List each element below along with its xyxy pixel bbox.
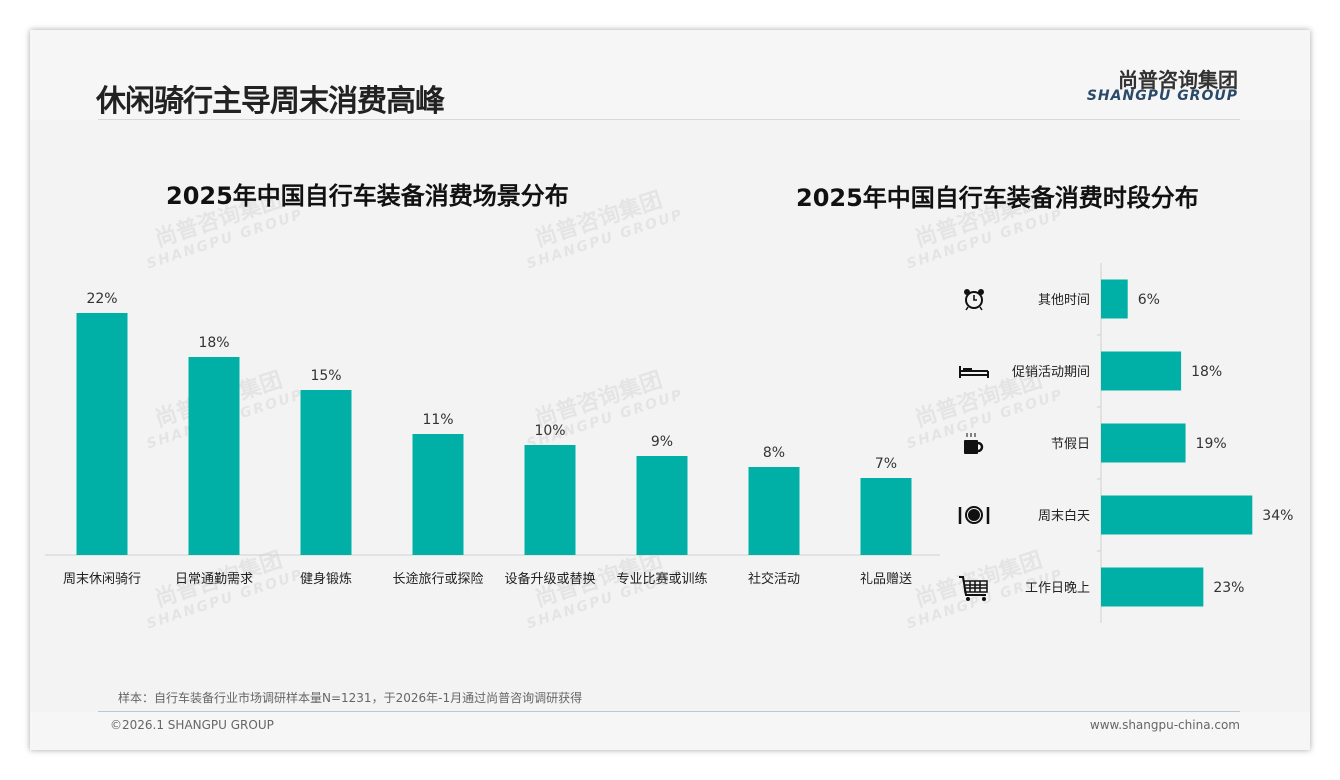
data-label: 6% [1138,292,1160,308]
logo-cn: 尚普咨询集团 [1118,68,1238,92]
data-label: 9% [651,434,673,450]
data-label: 23% [1213,580,1244,596]
category-label: 日常通勤需求 [175,572,253,587]
data-label: 18% [198,335,229,351]
category-label: 健身锻炼 [300,571,352,587]
footer-divider [98,711,1240,712]
bar [1101,351,1182,391]
header [30,30,1310,120]
page-title: 休闲骑行主导周末消费高峰 [96,84,445,119]
right-chart-title: 2025年中国自行车装备消费时段分布 [796,184,1199,212]
category-label: 其他时间 [1038,293,1090,308]
data-label: 10% [534,423,565,439]
data-label: 19% [1196,436,1227,452]
bar [636,456,688,555]
category-label: 设备升级或替换 [504,571,595,587]
bar [748,467,800,555]
scene-bar-chart: 22% 周末休闲骑行 18% 日常通勤需求 15% 健身锻炼 11% 长途旅行或探险 10% 设备… [45,291,940,587]
bar [1101,423,1186,463]
bar [300,390,352,555]
category-label: 专业比赛或训练 [616,571,707,587]
bar [412,434,464,555]
data-label: 11% [422,412,453,428]
category-label: 工作日晚上 [1025,581,1090,596]
bar [860,478,912,555]
category-label: 节假日 [1051,437,1090,452]
footer [30,712,1310,750]
coffee-cup-icon [964,433,984,454]
bar [1101,495,1253,535]
data-label: 15% [310,368,341,384]
bed-icon [959,366,989,378]
category-label: 长途旅行或探险 [392,571,483,587]
category-label: 礼品赠送 [860,571,912,587]
website-link[interactable]: www.shangpu-china.com [1089,718,1240,732]
left-chart-title: 2025年中国自行车装备消费场景分布 [166,182,569,210]
bar [1101,279,1128,319]
alarm-clock-icon [964,289,984,311]
sample-note: 样本：自行车装备行业市场调研样本量N=1231，于2026年-1月通过尚普咨询调… [118,691,583,705]
shopping-cart-icon [959,576,988,601]
category-label: 社交活动 [748,571,800,587]
category-label: 周末白天 [1038,508,1090,524]
bar [188,357,240,555]
bar [524,445,576,555]
data-label: 7% [875,456,897,472]
bar [1101,567,1204,607]
header-divider [98,119,1240,120]
bar [76,313,128,555]
dining-icon [958,506,990,524]
data-label: 22% [86,291,117,307]
data-label: 34% [1262,508,1293,524]
data-label: 8% [763,445,785,461]
category-label: 促销活动期间 [1012,365,1090,380]
logo-en: SHANGPU GROUP [1086,88,1238,104]
copyright: ©2026.1 SHANGPU GROUP [110,718,274,732]
slide: 休闲骑行主导周末消费高峰 尚普咨询集团 SHANGPU GROUP 尚普咨询集团… [30,30,1310,750]
data-label: 18% [1191,364,1222,380]
category-label: 周末休闲骑行 [63,572,141,587]
time-bar-chart: 6% 其他时间 18% 促销活动期间 19% 节假日 34% 周末白天 23% 工作日晚上 [958,263,1293,623]
